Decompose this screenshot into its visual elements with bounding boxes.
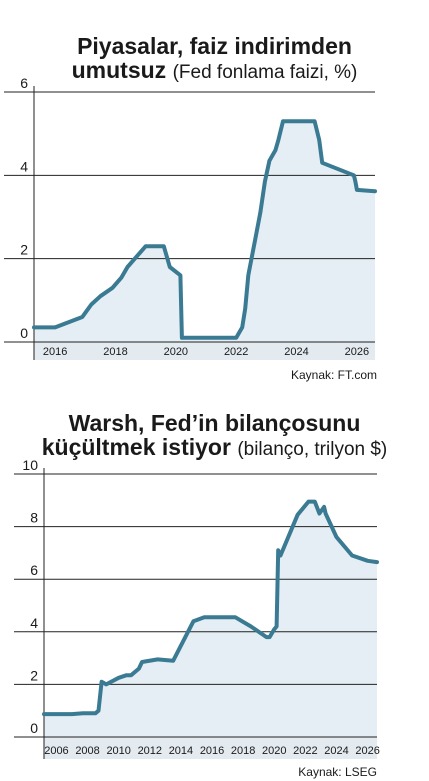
chart2-title: Warsh, Fed’in bilançosunu <box>0 410 429 436</box>
chart2-xtick-2020: 2020 <box>262 745 286 757</box>
chart1-ytick-4: 4 <box>20 158 28 174</box>
chart2-xtick-2016: 2016 <box>200 745 224 757</box>
chart2-ytick-6: 6 <box>30 562 38 578</box>
chart1-xtick-2022: 2022 <box>224 346 248 358</box>
chart2-xtick-2012: 2012 <box>138 745 162 757</box>
chart1-subtitle: umutsuz (Fed fonlama faizi, %) <box>0 57 429 86</box>
chart1-xtick-2024: 2024 <box>284 346 308 358</box>
chart1-ytick-6: 6 <box>20 75 28 91</box>
chart1-source: Kaynak: FT.com <box>290 368 377 382</box>
chart1-xtick-2018: 2018 <box>103 346 127 358</box>
chart1-ytick-2: 2 <box>20 242 28 258</box>
chart2-xtick-2026: 2026 <box>355 745 379 757</box>
chart1-ytick-0: 0 <box>20 325 28 341</box>
chart2-xaxis-band <box>44 737 377 759</box>
chart1-title: Piyasalar, faiz indirimden <box>0 33 429 59</box>
chart2-xtick-2018: 2018 <box>231 745 255 757</box>
chart2-source: Kaynak: LSEG <box>298 765 377 779</box>
chart1-title-line1: Piyasalar, faiz indirimden <box>77 33 352 59</box>
chart2-xtick-2006: 2006 <box>44 745 68 757</box>
chart1-series-line <box>32 119 377 340</box>
chart1-xtick-2016: 2016 <box>43 346 67 358</box>
chart2-series-line <box>42 499 379 717</box>
chart2-ytick-4: 4 <box>30 615 38 631</box>
chart1-title-unit: (Fed fonlama faizi, %) <box>172 62 358 83</box>
chart2-title-unit: (bilanço, trilyon $) <box>237 439 388 460</box>
chart2-ytick-2: 2 <box>30 667 38 683</box>
chart2-xtick-2010: 2010 <box>106 745 130 757</box>
chart2-xtick-2022: 2022 <box>293 745 317 757</box>
chart1-title-bold: umutsuz <box>71 57 167 83</box>
chart1-xtick-2026: 2026 <box>345 346 369 358</box>
chart1-svg: 0 2 4 6 2016 2018 2020 2022 2024 2026 <box>4 75 377 360</box>
chart2-xtick-2014: 2014 <box>169 745 193 757</box>
chart1-area-fill <box>34 121 375 342</box>
chart2-ytick-10: 10 <box>22 457 38 473</box>
chart2-xtick-2024: 2024 <box>324 745 348 757</box>
chart2-xtick-2008: 2008 <box>75 745 99 757</box>
chart2-title-bold: küçültmek istiyor <box>41 434 231 460</box>
chart2-ytick-0: 0 <box>30 720 38 736</box>
chart2-svg: 0 2 4 6 8 10 2006 2008 2010 2012 2014 2016 2018 2020 2… <box>14 457 380 759</box>
chart2-title-line1: Warsh, Fed’in bilançosunu <box>68 410 361 436</box>
chart1-xaxis-band <box>34 342 375 360</box>
chart2-ytick-8: 8 <box>30 510 38 526</box>
chart2-subtitle: küçültmek istiyor (bilanço, trilyon $) <box>0 434 429 463</box>
chart1-xtick-2020: 2020 <box>164 346 188 358</box>
